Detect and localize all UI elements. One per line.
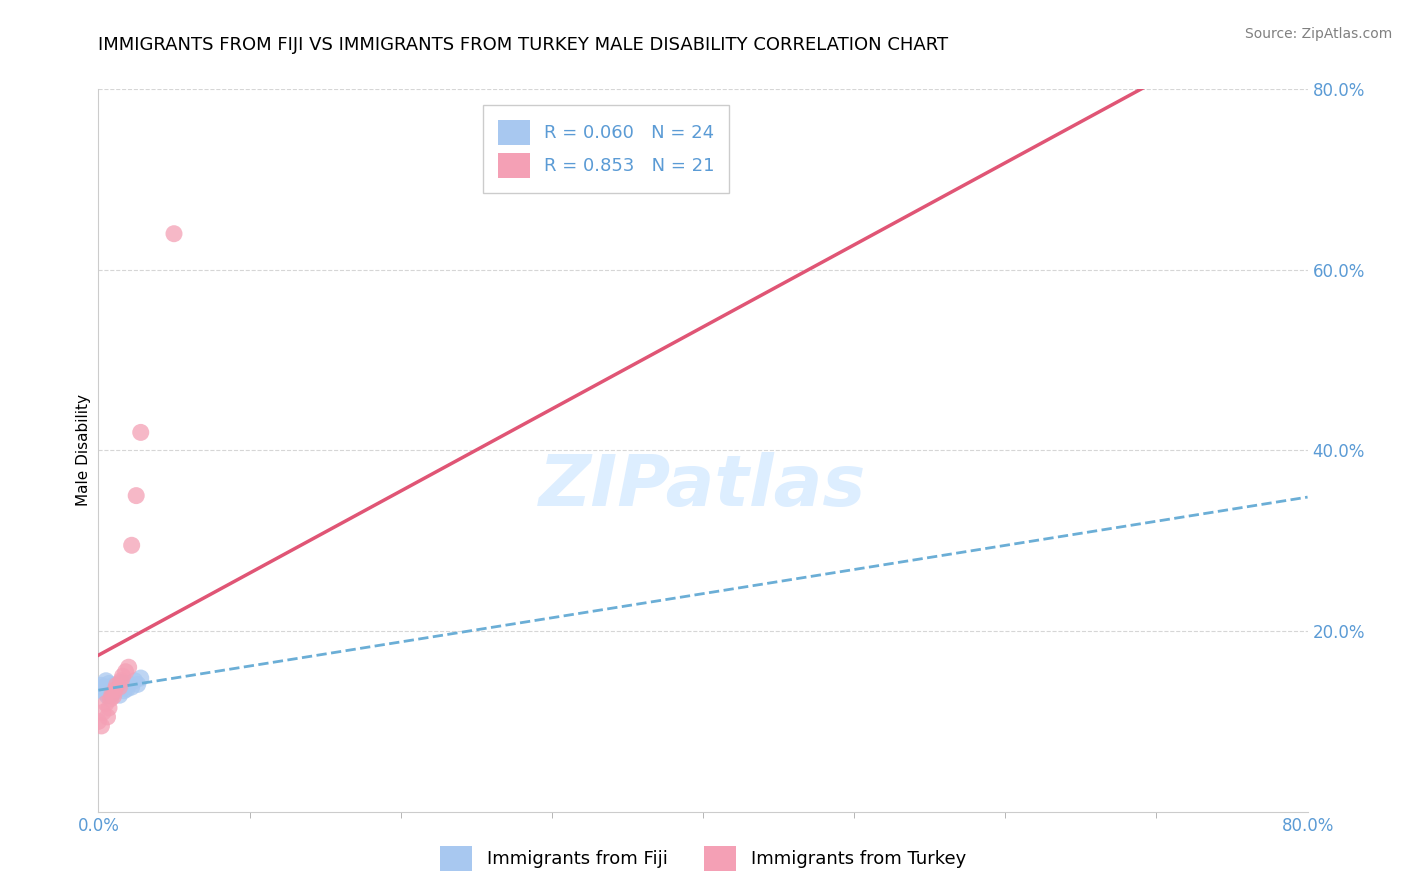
Point (87, 714, 110, 729)
Point (105, 680, 128, 694)
Point (121, 680, 143, 694)
Point (100, 681, 122, 696)
Point (91, 706, 114, 720)
Point (111, 681, 134, 695)
Point (105, 678, 128, 692)
Point (121, 538, 143, 552)
Legend: R = 0.060   N = 24, R = 0.853   N = 21: R = 0.060 N = 24, R = 0.853 N = 21 (484, 105, 730, 193)
Point (118, 660, 141, 674)
Point (108, 688, 131, 702)
Point (110, 673, 132, 688)
Point (115, 681, 138, 696)
Legend: Immigrants from Fiji, Immigrants from Turkey: Immigrants from Fiji, Immigrants from Tu… (433, 838, 973, 879)
Point (107, 677, 129, 691)
Point (94, 673, 117, 688)
Text: Source: ZipAtlas.com: Source: ZipAtlas.com (1244, 27, 1392, 41)
Y-axis label: Male Disability: Male Disability (76, 394, 91, 507)
Point (93, 685, 115, 699)
Point (124, 673, 146, 688)
Point (111, 669, 134, 683)
Point (90, 719, 112, 733)
Point (118, 676, 141, 690)
Point (91, 680, 114, 694)
Point (96, 689, 118, 703)
Point (110, 675, 132, 690)
Point (114, 678, 136, 692)
Point (1220, 64, 1243, 78)
Point (100, 691, 122, 706)
Point (98, 676, 121, 690)
Point (127, 677, 149, 691)
Text: IMMIGRANTS FROM FIJI VS IMMIGRANTS FROM TURKEY MALE DISABILITY CORRELATION CHART: IMMIGRANTS FROM FIJI VS IMMIGRANTS FROM … (98, 36, 949, 54)
Point (129, 425, 152, 440)
Point (129, 671, 152, 685)
Point (163, 227, 186, 241)
Point (104, 684, 127, 698)
Point (114, 665, 136, 679)
Point (90, 678, 112, 692)
Point (103, 678, 125, 692)
Point (94, 697, 117, 711)
Point (125, 489, 148, 503)
Point (98, 701, 121, 715)
Point (108, 680, 131, 694)
Point (96, 710, 118, 724)
Point (87, 682, 110, 697)
Point (112, 683, 135, 698)
Point (104, 682, 127, 697)
Text: ZIPatlas: ZIPatlas (540, 452, 866, 521)
Point (103, 689, 125, 703)
Point (101, 686, 124, 700)
Point (101, 687, 124, 701)
